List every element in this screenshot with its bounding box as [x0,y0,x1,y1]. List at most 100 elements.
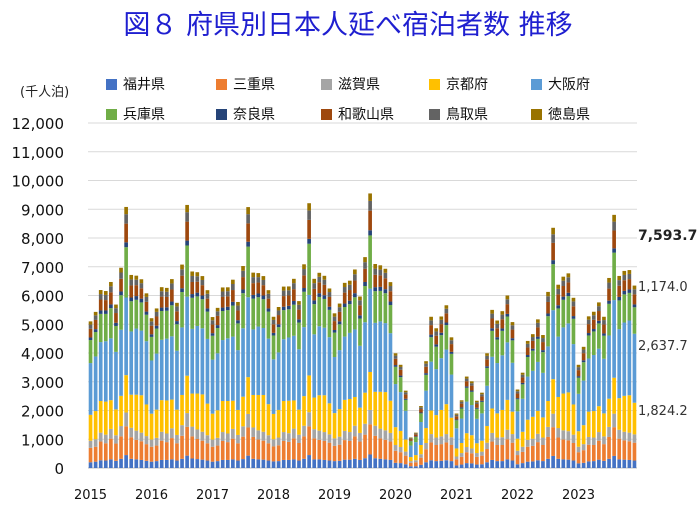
bar-segment [607,288,611,301]
bar-segment [327,288,332,293]
bar-segment [622,431,627,441]
bar-segment [602,358,606,414]
bar-segment [576,370,581,377]
bar-segment [114,460,118,468]
bar-segment [322,279,327,285]
bar-segment [449,340,454,345]
bar-segment [302,425,306,437]
bar-segment [515,398,520,400]
bar-segment [322,395,327,433]
bar-segment [398,452,403,464]
bar-segment [444,434,449,443]
bar-segment [276,352,281,410]
bar-segment [617,429,622,439]
bar-segment [586,319,591,325]
bar-segment [520,377,525,383]
bar-segment [581,362,586,381]
bar-segment [627,459,632,468]
bar-segment [505,304,510,314]
bar-segment [225,459,230,468]
bar-segment [129,427,134,438]
bar-segment [495,445,500,462]
bar-segment [134,285,139,297]
bar-segment [622,322,627,396]
bar-segment [398,375,403,378]
bar-segment [586,316,591,320]
bar-segment [607,303,611,336]
x-tick-label: 2019 [318,488,351,503]
bar-segment [159,400,164,432]
legend-label: 滋賀県 [338,77,380,93]
bar-segment [190,294,195,298]
bar-segment [353,458,357,468]
bar-segment [215,437,220,446]
bar-segment [144,301,149,312]
bar-segment [322,295,327,299]
bar-segment [215,461,220,468]
y-tick-label: 4,000 [21,345,64,363]
bars [88,193,637,469]
bar-segment [500,461,505,468]
bar-segment [561,276,566,281]
bar-segment [495,339,500,364]
bar-segment [449,337,454,341]
bar-segment [307,455,311,468]
bar-segment [368,210,372,231]
bar-segment [464,463,469,468]
bar-segment [297,319,301,323]
bar-segment [632,434,637,443]
bar-segment [302,275,306,289]
bar-segment [241,426,245,437]
bar-segment [607,335,611,399]
bar-segment [103,401,108,435]
bar-segment [200,285,205,296]
bar-segment [541,372,545,418]
bar-segment [246,413,250,428]
bar-segment [164,459,169,468]
bar-segment [342,282,347,288]
bar-segment [368,424,372,455]
bar-segment [342,430,347,441]
bar-segment [551,260,555,265]
bar-segment [312,304,317,335]
x-tick-label: 2021 [440,488,473,503]
bar-segment [500,319,505,329]
bar-segment [510,325,515,330]
bar-segment [256,282,261,294]
legend-label: 鳥取県 [446,107,488,123]
bar-segment [556,396,561,429]
bar-segment [139,395,144,433]
bar-segment [500,330,505,356]
bar-segment [591,355,596,412]
bar-segment [317,296,322,327]
bar-segment [530,445,535,462]
bar-segment [225,291,230,297]
bar-segment [231,336,235,401]
bar-segment [556,294,561,306]
bar-segment [403,390,408,393]
bar-segment [388,400,393,433]
bar-segment [246,241,250,247]
bar-segment [434,335,439,345]
bar-segment [551,242,555,261]
bar-segment [571,344,576,405]
bar-segment [215,445,220,462]
bar-segment [215,325,220,328]
bar-segment [109,438,113,460]
bar-segment [617,280,622,286]
bar-segment [93,461,98,468]
bar-segment [93,411,98,440]
bar-segment [220,291,225,297]
bar-segment [510,362,515,412]
bar-segment [429,320,433,326]
bar-segment [383,278,388,290]
bar-segment [480,392,484,395]
bar-segment [276,315,281,325]
bar-segment [485,462,489,468]
bar-segment [190,436,195,459]
bar-segment [561,299,566,328]
bar-segment [347,300,352,305]
bar-segment [114,313,118,323]
bar-segment [185,221,189,241]
bar-segment [292,283,296,290]
